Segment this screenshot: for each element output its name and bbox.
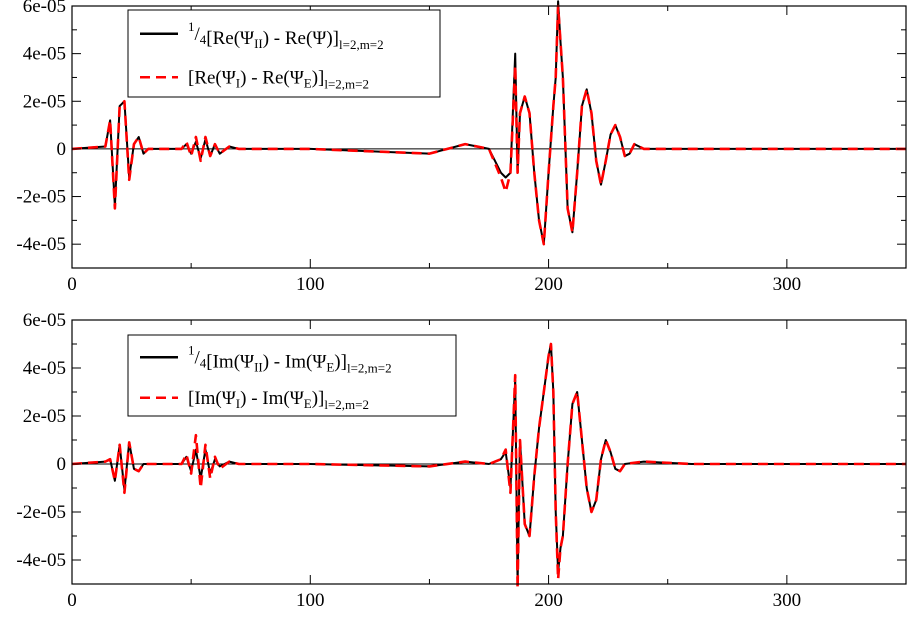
y-tick-label: 0 xyxy=(57,139,67,160)
bottom-panel-im-difference: 0 100 200 300 -4e-05 -2e-05 0 2e-05 4e-05 6e-05 1/… xyxy=(16,310,907,611)
top-panel-re-difference: 0 100 200 300 -4e-05 -2e-05 0 2e-05 4e-05 6e-05 1/… xyxy=(16,0,907,295)
y-tick-label: -4e-05 xyxy=(16,550,66,571)
legend-box xyxy=(127,334,457,417)
x-tick-label: 300 xyxy=(773,274,802,295)
plot-frame xyxy=(71,5,907,269)
y-tick-label: -2e-05 xyxy=(16,187,66,208)
legend: 1/4[Im(ΨII) - Im(ΨE)]l=2,m=2 [Im(ΨI) - Im… xyxy=(127,334,457,417)
legend-box xyxy=(127,9,441,98)
legend-label-0: 1/4[Re(ΨII) - Re(Ψ)]l=2,m=2 xyxy=(188,19,384,52)
plot-frame xyxy=(71,319,907,585)
y-tick-label: 4e-05 xyxy=(23,358,66,379)
y-tick-label: 0 xyxy=(57,454,67,475)
y-tick-label: 6e-05 xyxy=(23,0,66,17)
x-tick-label: 300 xyxy=(773,590,802,611)
x-tick-label: 100 xyxy=(296,274,325,295)
y-tick-label: -2e-05 xyxy=(16,502,66,523)
series-line-1 xyxy=(71,342,906,591)
series-line-1 xyxy=(71,4,906,246)
legend-label-0: 1/4[Im(ΨII) - Im(ΨE)]l=2,m=2 xyxy=(188,342,392,375)
y-tick-label: 2e-05 xyxy=(23,91,66,112)
y-tick-label: 4e-05 xyxy=(23,44,66,65)
legend: 1/4[Re(ΨII) - Re(Ψ)]l=2,m=2 [Re(ΨI) - Re(… xyxy=(127,9,441,98)
x-tick-label: 0 xyxy=(67,274,77,295)
y-tick-label: 2e-05 xyxy=(23,406,66,427)
legend-label-1: [Re(ΨI) - Re(ΨE)]l=2,m=2 xyxy=(188,67,369,91)
legend-label-1: [Im(ΨI) - Im(ΨE)]l=2,m=2 xyxy=(188,388,369,412)
x-tick-label: 200 xyxy=(534,590,563,611)
x-tick-label: 100 xyxy=(296,590,325,611)
y-tick-label: 6e-05 xyxy=(23,310,66,331)
y-tick-label: -4e-05 xyxy=(16,234,66,255)
x-tick-label: 200 xyxy=(534,274,563,295)
x-tick-label: 0 xyxy=(67,590,77,611)
